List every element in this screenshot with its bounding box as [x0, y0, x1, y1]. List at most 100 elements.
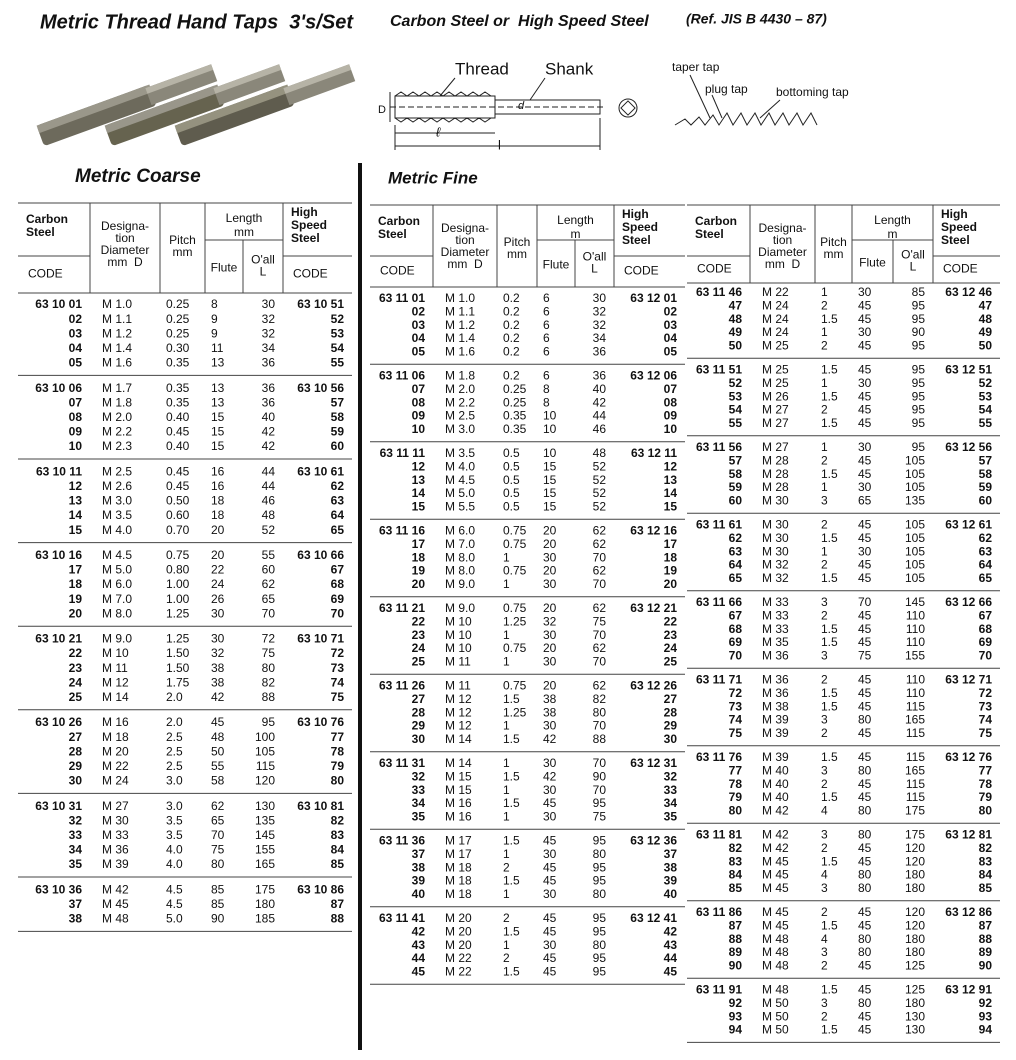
- cell-text: 45: [543, 951, 557, 965]
- cell-text: 94: [729, 1023, 743, 1037]
- cell-text: 1.5: [821, 389, 838, 403]
- cell-text: 1: [503, 550, 510, 564]
- cell-text: 1: [821, 440, 828, 454]
- cell-text: 07: [69, 395, 83, 409]
- cell-text: Diameter: [441, 245, 490, 259]
- cell-text: 120: [905, 854, 925, 868]
- cell-text: 46: [593, 422, 607, 436]
- cell-text: 63 10 11: [36, 464, 82, 478]
- cell-text: 43: [664, 938, 678, 952]
- cell-text: 1.25: [166, 632, 190, 646]
- cell-text: 1.5: [821, 635, 838, 649]
- cell-text: 0.2: [503, 331, 520, 345]
- cell-text: 34: [412, 796, 426, 810]
- cell-text: 165: [255, 857, 275, 871]
- cell-text: Steel: [378, 227, 407, 241]
- cell-text: 45: [543, 964, 557, 978]
- cell-text: M 9.0: [445, 577, 475, 591]
- cell-text: 87: [729, 918, 743, 932]
- cell-text: 63 11 91: [696, 983, 742, 997]
- cell-text: tion: [455, 233, 474, 247]
- cell-text: 70: [211, 828, 225, 842]
- cell-text: 63 12 21: [630, 601, 677, 615]
- cell-text: 63 11 86: [696, 905, 742, 919]
- cell-text: 95: [912, 298, 926, 312]
- cell-text: 63 11 11: [380, 446, 426, 460]
- cell-text: 70: [979, 648, 993, 662]
- cell-text: 115: [906, 726, 925, 740]
- cell-text: M 10: [102, 646, 129, 660]
- cell-text: 30: [211, 606, 225, 620]
- cell-text: 2: [821, 726, 828, 740]
- cell-text: 1: [503, 887, 510, 901]
- cell-text: 105: [905, 518, 925, 532]
- cell-text: 1.5: [821, 416, 838, 430]
- cell-text: 45: [858, 777, 872, 791]
- cell-text: 180: [905, 996, 925, 1010]
- cell-text: M 1.2: [102, 326, 132, 340]
- cell-text: 2: [503, 911, 510, 925]
- cell-text: 165: [905, 713, 925, 727]
- cell-text: 55: [211, 759, 225, 773]
- cell-text: 34: [664, 796, 678, 810]
- cell-text: 8: [543, 382, 550, 396]
- cell-text: 62: [593, 537, 607, 551]
- cell-text: 1.00: [166, 577, 190, 591]
- cell-text: 90: [979, 958, 993, 972]
- cell-text: 32: [543, 614, 557, 628]
- cell-text: 04: [664, 331, 678, 345]
- label-plug-tap: plug tap: [705, 82, 748, 96]
- cell-text: M 22: [102, 759, 129, 773]
- cell-text: 20: [69, 606, 83, 620]
- cell-text: Length: [874, 213, 911, 227]
- cell-text: 1: [503, 654, 510, 668]
- cell-text: 75: [979, 726, 993, 740]
- cell-text: 30: [543, 654, 557, 668]
- cell-text: 62: [211, 799, 225, 813]
- cell-text: 05: [412, 344, 426, 358]
- cell-text: M 10: [445, 641, 472, 655]
- cell-text: 42: [543, 732, 557, 746]
- cell-text: 37: [664, 847, 678, 861]
- cell-text: 45: [858, 571, 872, 585]
- cell-text: 155: [255, 843, 275, 857]
- cell-text: 75: [858, 648, 872, 662]
- cell-text: 63: [979, 544, 993, 558]
- cell-text: 0.2: [503, 291, 520, 305]
- cell-text: 105: [905, 544, 925, 558]
- cell-text: 1.5: [503, 692, 520, 706]
- cell-text: 45: [858, 467, 872, 481]
- cell-text: Carbon: [26, 212, 68, 226]
- cell-text: 72: [262, 632, 276, 646]
- cell-text: 6: [543, 304, 550, 318]
- cell-text: 45: [858, 983, 872, 997]
- cell-text: 11: [211, 341, 224, 355]
- cell-text: 63 10 01: [35, 297, 82, 311]
- cell-text: 0.40: [166, 410, 190, 424]
- cell-text: 30: [858, 440, 872, 454]
- cell-text: 68: [979, 622, 993, 636]
- cell-text: 20: [543, 537, 557, 551]
- cell-text: 6: [543, 331, 550, 345]
- cell-text: 32: [211, 646, 225, 660]
- cell-text: 54: [729, 403, 743, 417]
- cell-text: 43: [412, 938, 426, 952]
- cell-text: Carbon: [378, 214, 420, 228]
- cell-text: 63 11 41: [379, 911, 425, 925]
- cell-text: 58: [211, 774, 225, 788]
- cell-text: 20: [211, 523, 225, 537]
- cell-text: m: [888, 227, 898, 241]
- cell-text: M 17: [445, 834, 472, 848]
- cell-text: 42: [262, 439, 276, 453]
- cell-text: High: [291, 205, 318, 219]
- cell-text: 88: [262, 690, 276, 704]
- cell-text: 42: [593, 395, 607, 409]
- cell-text: 1.5: [821, 312, 838, 326]
- cell-text: 9: [211, 312, 218, 326]
- cell-text: CODE: [943, 262, 978, 276]
- cell-text: 105: [905, 571, 925, 585]
- cell-text: 13: [69, 494, 83, 508]
- cell-text: Length: [557, 213, 594, 227]
- cell-text: 0.40: [166, 439, 190, 453]
- cell-text: 45: [858, 453, 872, 467]
